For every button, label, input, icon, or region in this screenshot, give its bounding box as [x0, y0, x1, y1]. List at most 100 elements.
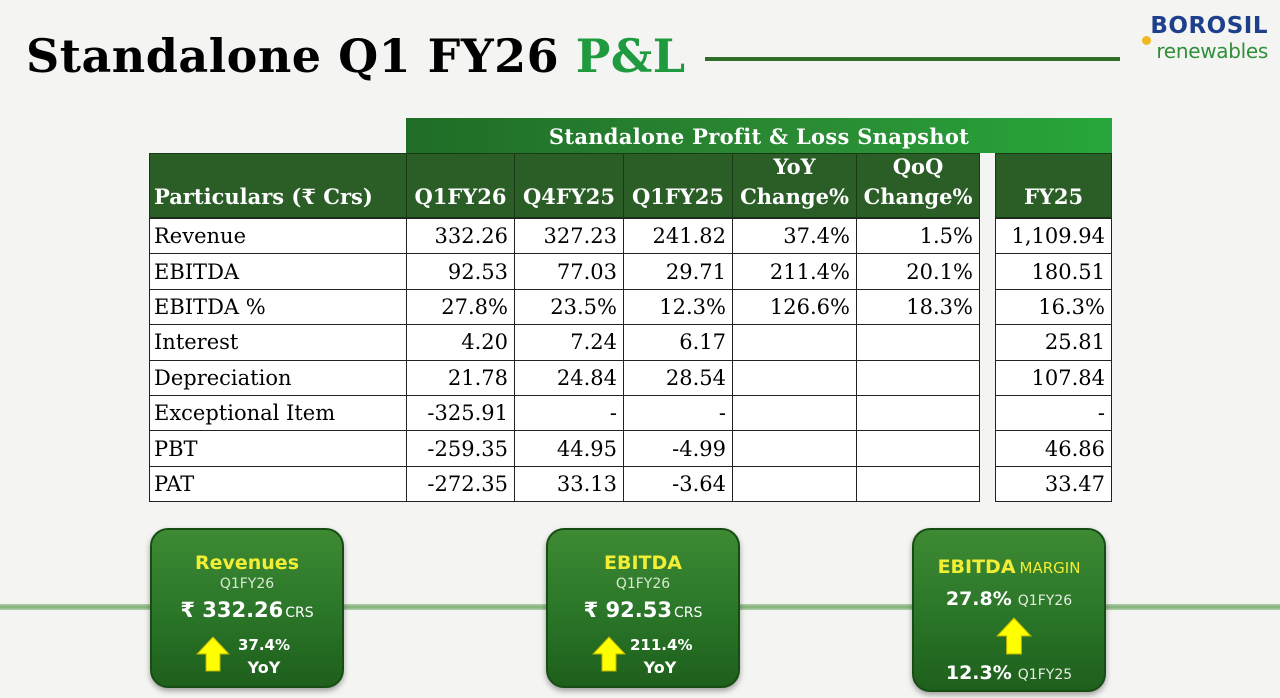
- up-arrow-icon: [996, 616, 1032, 656]
- page-title: Standalone Q1 FY26 P&L: [26, 26, 686, 86]
- table-cell-q4fy25: 77.03: [514, 253, 624, 290]
- card-revenues-amount: ₹ 332.26: [180, 598, 284, 622]
- table-cell-fy25: 25.81: [995, 324, 1112, 361]
- table-cell-yoy: 37.4%: [732, 218, 857, 255]
- card-ebitda-change-label: YoY: [643, 658, 677, 677]
- table-cell-qoq: [856, 395, 980, 432]
- page-title-accent: P&L: [575, 29, 686, 83]
- table-cell-fy25: 107.84: [995, 359, 1112, 396]
- company-logo: BOROSIL renewables: [1138, 12, 1268, 62]
- kpi-card-revenues: Revenues Q1FY26 ₹ 332.26 CRS 37.4% YoY: [150, 528, 344, 688]
- table-cell-label: Depreciation: [149, 359, 407, 396]
- table-cell-label: Exceptional Item: [149, 395, 407, 432]
- header-q1fy25-label: Q1FY25: [631, 184, 725, 209]
- page-title-main: Standalone Q1 FY26: [26, 29, 560, 83]
- table-cell-qoq: 18.3%: [856, 288, 980, 326]
- card-revenues-unit: CRS: [285, 605, 314, 621]
- table-cell-qoq: [856, 465, 980, 503]
- card-margin-prior-value: 12.3%: [945, 662, 1012, 684]
- table-cell-qoq: 20.1%: [856, 253, 980, 290]
- card-ebitda-unit: CRS: [673, 605, 703, 621]
- table-cell-q4fy25: 23.5%: [514, 288, 624, 326]
- card-ebitda-change: 211.4%: [630, 636, 693, 654]
- table-cell-qoq: [856, 324, 980, 361]
- header-qoq: QoQ Change%: [856, 153, 980, 218]
- table-cell-q4fy25: 7.24: [514, 324, 624, 361]
- table-cell-q4fy25: 327.23: [514, 218, 624, 255]
- card-ebitda-period: Q1FY26: [615, 576, 671, 592]
- card-revenues-value: ₹ 332.26 CRS: [152, 598, 342, 622]
- card-margin-current-period: Q1FY26: [1017, 593, 1073, 609]
- logo-brand: BOROSIL: [1150, 13, 1268, 39]
- header-qoq-line2: Change%: [863, 184, 973, 209]
- header-q4fy25-label: Q4FY25: [522, 184, 616, 209]
- table-cell-label: PAT: [149, 465, 407, 503]
- header-yoy-line2: Change%: [740, 184, 849, 209]
- table-cell-q1fy25: -: [623, 395, 733, 432]
- table-cell-yoy: [732, 324, 857, 361]
- title-rule: [705, 57, 1120, 61]
- table-cell-yoy: [732, 395, 857, 432]
- table-cell-q4fy25: 44.95: [514, 430, 624, 467]
- header-particulars-label: Particulars (₹ Crs): [154, 184, 373, 209]
- card-ebitda-title: EBITDA: [604, 552, 682, 574]
- card-margin-title-main: EBITDA: [937, 556, 1016, 578]
- table-cell-q4fy25: -: [514, 395, 624, 432]
- card-margin-current: 27.8% Q1FY26: [914, 588, 1104, 610]
- up-arrow-icon: [196, 636, 230, 672]
- table-cell-q1fy26: 4.20: [406, 324, 515, 361]
- table-cell-q1fy25: 6.17: [623, 324, 733, 361]
- table-cell-fy25: 180.51: [995, 253, 1112, 290]
- table-cell-q4fy25: 24.84: [514, 359, 624, 396]
- card-margin-prior: 12.3% Q1FY25: [914, 662, 1104, 684]
- header-yoy: YoY Change%: [732, 153, 857, 218]
- header-fy25: FY25: [995, 153, 1112, 218]
- card-ebitda-value: ₹ 92.53 CRS: [548, 598, 738, 622]
- header-q1fy25: Q1FY25: [623, 153, 733, 218]
- table-cell-q1fy26: 332.26: [406, 218, 515, 255]
- table-cell-yoy: [732, 359, 857, 396]
- card-ebitda-amount: ₹ 92.53: [583, 598, 672, 622]
- table-cell-q1fy25: 241.82: [623, 218, 733, 255]
- table-cell-fy25: 33.47: [995, 465, 1112, 503]
- table-cell-q1fy26: 21.78: [406, 359, 515, 396]
- table-cell-yoy: 126.6%: [732, 288, 857, 326]
- card-margin-title: EBITDA MARGIN: [914, 556, 1104, 578]
- card-revenues-period: Q1FY26: [219, 576, 275, 592]
- card-revenues-title: Revenues: [194, 552, 300, 574]
- card-revenues-change-label: YoY: [247, 658, 281, 677]
- table-cell-q1fy25: -3.64: [623, 465, 733, 503]
- header-qoq-line1: QoQ: [892, 154, 944, 179]
- card-margin-current-value: 27.8%: [945, 588, 1012, 610]
- table-cell-yoy: [732, 430, 857, 467]
- header-q1fy26-label: Q1FY26: [414, 184, 507, 209]
- table-cell-qoq: 1.5%: [856, 218, 980, 255]
- table-cell-q1fy26: -259.35: [406, 430, 515, 467]
- kpi-card-ebitda: EBITDA Q1FY26 ₹ 92.53 CRS 211.4% YoY: [546, 528, 740, 688]
- table-cell-fy25: 46.86: [995, 430, 1112, 467]
- table-cell-q1fy25: 12.3%: [623, 288, 733, 326]
- table-cell-q4fy25: 33.13: [514, 465, 624, 503]
- table-cell-q1fy25: -4.99: [623, 430, 733, 467]
- table-cell-label: PBT: [149, 430, 407, 467]
- table-cell-qoq: [856, 430, 980, 467]
- kpi-card-ebitda-margin: EBITDA MARGIN 27.8% Q1FY26 12.3% Q1FY25: [912, 528, 1106, 692]
- table-cell-label: Interest: [149, 324, 407, 361]
- table-cell-label: EBITDA %: [149, 288, 407, 326]
- table-cell-q1fy26: -272.35: [406, 465, 515, 503]
- up-arrow-icon: [592, 636, 626, 672]
- header-q1fy26: Q1FY26: [406, 153, 515, 218]
- table-cell-fy25: 1,109.94: [995, 218, 1112, 255]
- logo-sun-icon: [1142, 36, 1151, 45]
- header-yoy-line1: YoY: [773, 154, 816, 179]
- table-cell-yoy: 211.4%: [732, 253, 857, 290]
- table-cell-label: EBITDA: [149, 253, 407, 290]
- table-cell-q1fy26: 92.53: [406, 253, 515, 290]
- header-fy25-label: FY25: [1023, 184, 1084, 209]
- table-cell-q1fy25: 28.54: [623, 359, 733, 396]
- header-particulars: Particulars (₹ Crs): [149, 153, 407, 218]
- card-margin-title-suffix: MARGIN: [1019, 559, 1081, 577]
- table-cell-yoy: [732, 465, 857, 503]
- table-caption: Standalone Profit & Loss Snapshot: [406, 118, 1112, 153]
- table-cell-fy25: 16.3%: [995, 288, 1112, 326]
